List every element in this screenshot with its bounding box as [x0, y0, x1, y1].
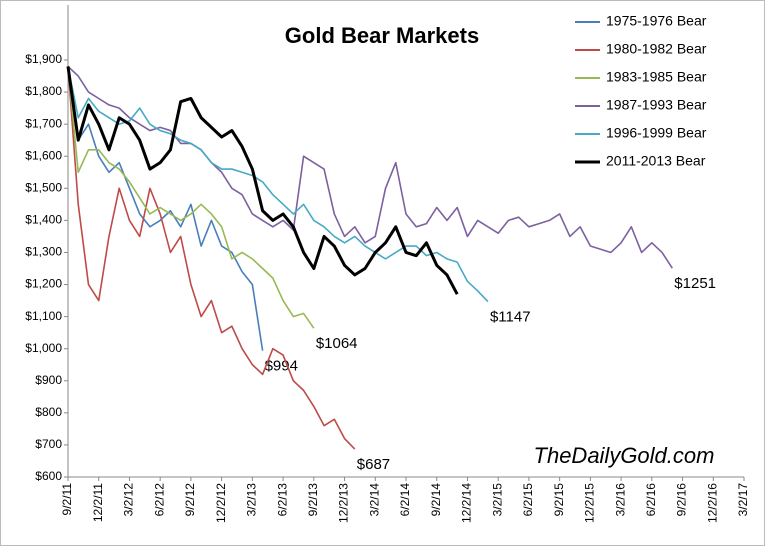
- x-tick-label: 6/2/12: [152, 483, 166, 517]
- y-tick-label: $1,000: [25, 341, 62, 355]
- y-tick-label: $1,300: [25, 245, 62, 259]
- legend-label: 1983-1985 Bear: [606, 69, 707, 85]
- y-tick-label: $1,900: [25, 52, 62, 66]
- x-tick-label: 12/2/12: [214, 483, 228, 523]
- end-label: $1064: [316, 335, 358, 352]
- x-tick-label: 9/2/11: [60, 483, 74, 516]
- legend-label: 1980-1982 Bear: [606, 41, 707, 57]
- legend-label: 2011-2013 Bear: [606, 153, 706, 169]
- x-tick-label: 12/2/15: [583, 483, 597, 523]
- legend-label: 1996-1999 Bear: [606, 125, 707, 141]
- watermark: TheDailyGold.com: [534, 443, 715, 468]
- y-tick-label: $1,100: [25, 309, 62, 323]
- y-tick-label: $1,700: [25, 116, 62, 130]
- x-tick-label: 3/2/13: [245, 483, 259, 517]
- series-line: [67, 66, 315, 329]
- x-tick-label: 3/2/14: [367, 483, 381, 517]
- x-tick-label: 9/2/15: [552, 483, 566, 517]
- x-tick-label: 3/2/12: [122, 483, 136, 517]
- end-label: $687: [357, 456, 390, 473]
- x-tick-label: 3/2/17: [736, 483, 750, 517]
- chart-title: Gold Bear Markets: [285, 23, 479, 48]
- y-tick-label: $1,400: [25, 213, 62, 227]
- x-tick-label: 12/2/16: [705, 483, 719, 523]
- x-tick-label: 6/2/14: [398, 483, 412, 517]
- x-tick-label: 6/2/15: [521, 483, 535, 517]
- series-line: [67, 65, 673, 269]
- x-tick-label: 9/2/13: [306, 483, 320, 517]
- y-tick-label: $600: [35, 469, 62, 483]
- x-tick-label: 3/2/15: [490, 483, 504, 517]
- y-tick-label: $800: [35, 405, 62, 419]
- series-line: [67, 66, 356, 450]
- y-tick-label: $1,200: [25, 277, 62, 291]
- x-tick-label: 12/2/11: [91, 483, 105, 522]
- x-tick-label: 9/2/12: [183, 483, 197, 517]
- y-tick-label: $900: [35, 373, 62, 387]
- legend-label: 1975-1976 Bear: [606, 13, 707, 29]
- x-tick-label: 3/2/16: [613, 483, 627, 517]
- x-tick-label: 12/2/14: [460, 483, 474, 523]
- legend-label: 1987-1993 Bear: [606, 97, 707, 113]
- x-tick-label: 9/2/14: [429, 483, 443, 517]
- x-tick-label: 6/2/13: [275, 483, 289, 517]
- y-tick-label: $1,500: [25, 180, 62, 194]
- x-tick-label: 12/2/13: [337, 483, 351, 523]
- end-label: $994: [265, 358, 298, 375]
- y-tick-label: $1,800: [25, 84, 62, 98]
- x-tick-label: 6/2/16: [644, 483, 658, 517]
- y-tick-label: $700: [35, 437, 62, 451]
- series-line: [66, 66, 459, 295]
- end-label: $1147: [490, 309, 531, 326]
- y-tick-label: $1,600: [25, 148, 62, 162]
- end-label: $1251: [674, 275, 716, 292]
- x-tick-label: 9/2/16: [675, 483, 689, 517]
- series-line: [67, 66, 489, 303]
